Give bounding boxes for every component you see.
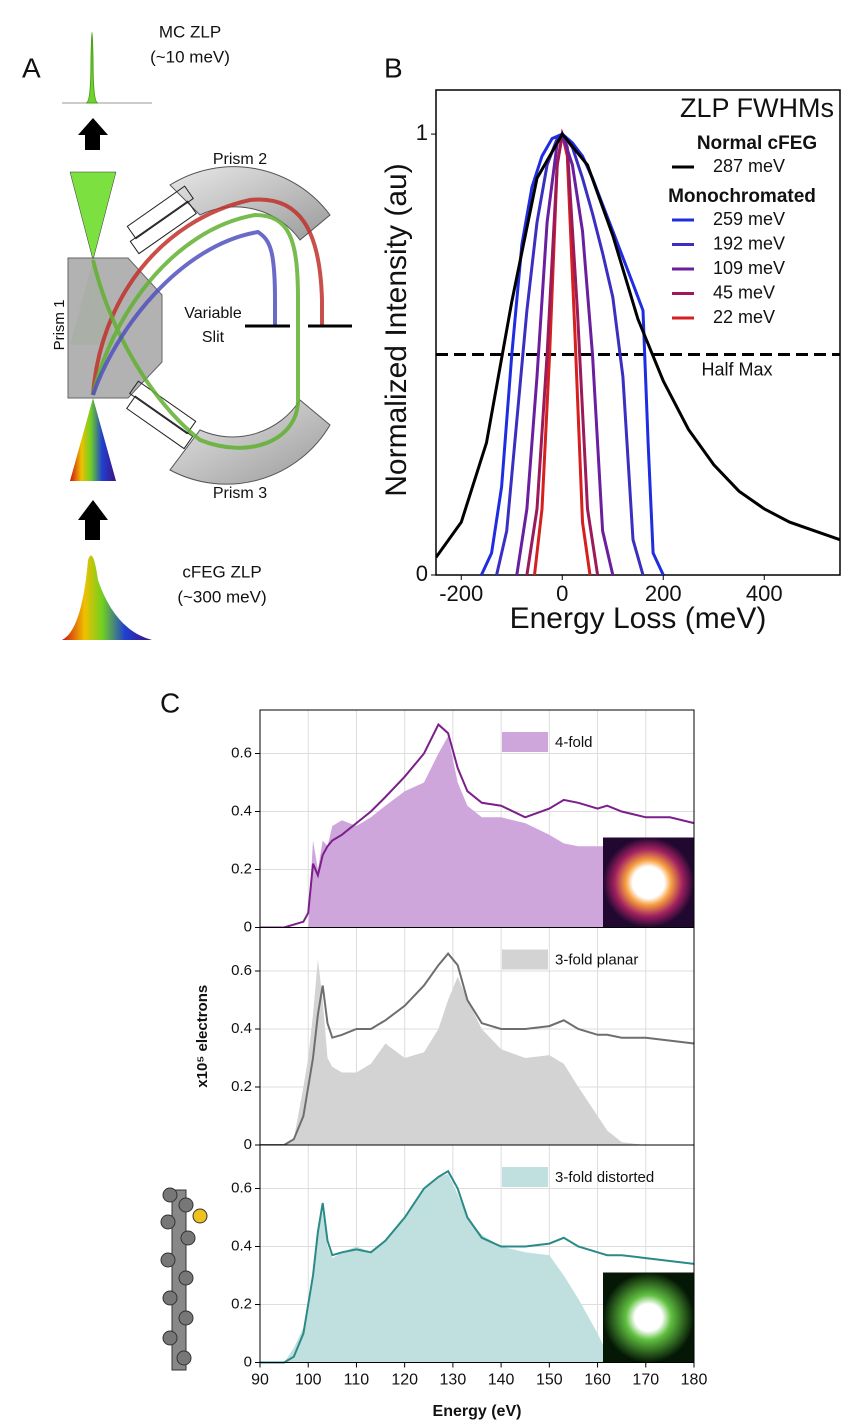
inset-image — [603, 1272, 694, 1363]
legend-label: 3-fold planar — [555, 951, 638, 968]
y-axis-label: Normalized Intensity (au) — [380, 163, 413, 496]
y-tick-label: 0.6 — [231, 1179, 252, 1196]
line — [260, 1169, 695, 1364]
molecule — [160, 1187, 208, 1371]
label: (~10 meV) — [150, 47, 230, 66]
y-tick-label: 1 — [416, 120, 428, 145]
x-tick-label: -200 — [439, 581, 483, 606]
area — [260, 736, 694, 928]
y-tick-label: 0.2 — [231, 860, 252, 877]
legend-label: 287 meV — [713, 156, 785, 176]
x-tick-label: 150 — [536, 1372, 563, 1389]
x-tick-label: 160 — [584, 1372, 611, 1389]
x-tick-label: 0 — [556, 581, 568, 606]
area — [260, 1174, 694, 1363]
plot-frame — [259, 1144, 695, 1363]
x-tick-label: 400 — [746, 581, 783, 606]
legend-label: 259 meV — [713, 209, 785, 229]
annotation: Half Max — [701, 359, 772, 379]
label: MC ZLP — [159, 22, 221, 41]
x-axis-label: Energy (eV) — [433, 1403, 522, 1420]
panel-label: B — [384, 52, 403, 83]
line — [260, 722, 695, 929]
label: cFEG ZLP — [182, 562, 261, 581]
legend-label: 22 meV — [713, 307, 775, 327]
label: (~300 meV) — [177, 587, 266, 606]
legend-title: ZLP FWHMs — [680, 93, 834, 123]
area — [260, 959, 694, 1145]
legend-label: 109 meV — [713, 258, 785, 278]
panel-label: C — [160, 687, 180, 718]
spectrometer-diagram — [62, 32, 352, 640]
x-tick-label: 130 — [440, 1372, 467, 1389]
label: Variable — [184, 305, 242, 322]
x-tick-label: 200 — [645, 581, 682, 606]
label: Prism 3 — [213, 485, 267, 502]
legend-header: Monochromated — [668, 186, 816, 207]
label: Slit — [202, 329, 225, 346]
x-axis-label: Energy Loss (meV) — [510, 602, 767, 635]
y-tick-label: 0.2 — [231, 1078, 252, 1095]
line — [260, 952, 695, 1146]
y-axis-label: x10⁵ electrons — [194, 985, 211, 1088]
x-tick-label: 120 — [391, 1372, 418, 1389]
line — [480, 132, 665, 575]
x-tick-label: 170 — [632, 1372, 659, 1389]
legend-label: 45 meV — [713, 282, 775, 302]
y-tick-label: 0.4 — [231, 802, 252, 819]
y-tick-label: 0.4 — [231, 1020, 252, 1037]
label: Prism 2 — [213, 151, 267, 168]
legend-swatch — [502, 732, 548, 752]
y-tick-label: 0 — [244, 1136, 252, 1153]
line — [436, 131, 840, 559]
legend-label: 4-fold — [555, 734, 593, 751]
legend-header: Normal cFEG — [697, 133, 817, 154]
legend-swatch — [502, 1167, 548, 1187]
y-tick-label: 0 — [416, 561, 428, 586]
x-tick-label: 100 — [295, 1372, 322, 1389]
x-tick-label: 110 — [344, 1372, 370, 1389]
y-tick-label: 0 — [244, 918, 252, 935]
y-tick-label: 0 — [244, 1353, 252, 1370]
legend-label: 3-fold distorted — [555, 1169, 654, 1186]
y-tick-label: 0.2 — [231, 1295, 252, 1312]
x-tick-label: 180 — [681, 1372, 708, 1389]
plot-frame — [435, 89, 841, 576]
x-tick-label: 90 — [251, 1372, 269, 1389]
y-tick-label: 0.4 — [231, 1237, 252, 1254]
y-tick-label: 0.6 — [231, 962, 252, 979]
legend-label: 192 meV — [713, 233, 785, 253]
x-tick-label: 140 — [488, 1372, 515, 1389]
y-tick-label: 0.6 — [231, 744, 252, 761]
panel-label: A — [22, 52, 41, 83]
inset-image — [603, 837, 694, 928]
label: Prism 1 — [51, 300, 68, 351]
legend-swatch — [502, 949, 548, 970]
